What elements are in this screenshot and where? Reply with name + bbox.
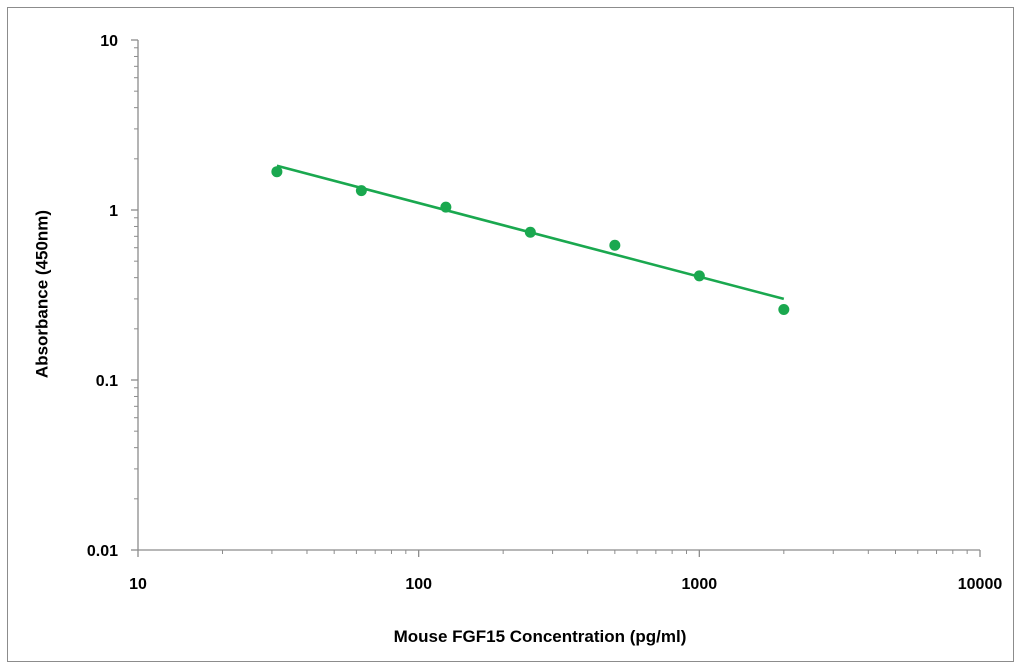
- axes: [131, 39, 981, 557]
- data-point: [693, 270, 705, 282]
- x-tick-label: 10000: [958, 576, 1003, 593]
- y-axis-title: Absorbance (450nm): [32, 210, 51, 378]
- y-tick-label: 10: [100, 33, 118, 50]
- data-point: [524, 226, 536, 238]
- chart-frame: [7, 7, 1014, 662]
- y-tick-label: 1: [109, 203, 118, 220]
- data-point: [355, 185, 367, 197]
- data-point: [778, 303, 790, 315]
- data-points: [271, 166, 790, 315]
- data-point: [440, 201, 452, 213]
- x-tick-label: 10: [129, 576, 147, 593]
- x-axis-title: Mouse FGF15 Concentration (pg/ml): [394, 627, 687, 646]
- tick-labels: 0.01 0.1 1 10 10 100 1000 10000: [87, 33, 1002, 593]
- y-tick-label: 0.1: [96, 373, 118, 390]
- x-tick-label: 1000: [682, 576, 718, 593]
- y-tick-label: 0.01: [87, 543, 118, 560]
- data-point: [271, 166, 283, 178]
- x-tick-label: 100: [405, 576, 432, 593]
- data-point: [609, 239, 621, 251]
